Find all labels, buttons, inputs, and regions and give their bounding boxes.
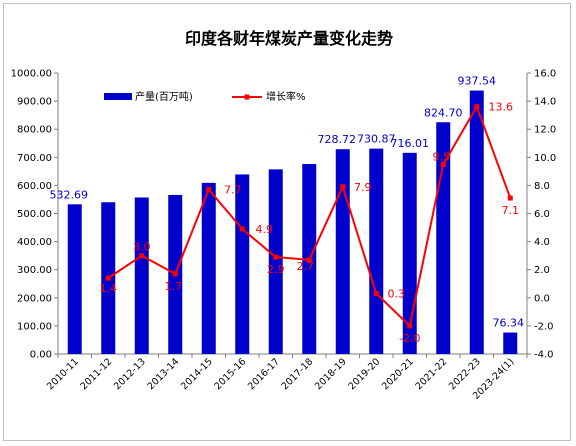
left-tick-label: 200.00 xyxy=(17,293,52,304)
bar xyxy=(469,90,484,354)
bar-value-label: 937.54 xyxy=(458,75,497,88)
x-tick-label: 2012-13 xyxy=(112,356,148,392)
legend-line-marker xyxy=(244,94,250,100)
right-tick-label: -2.0 xyxy=(534,321,554,332)
x-tick-label: 2017-18 xyxy=(280,356,316,392)
x-tick-label: 2015-16 xyxy=(213,356,249,392)
right-tick-label: 12.0 xyxy=(534,125,556,136)
left-tick-label: 600.00 xyxy=(17,181,52,192)
bar xyxy=(402,152,417,354)
growth-point xyxy=(172,271,178,277)
right-tick-label: 10.0 xyxy=(534,153,556,164)
chart-frame: 印度各财年煤炭产量变化走势 0.00 100.00 200.00 300.00 400.… xyxy=(3,3,571,441)
growth-value-label: 3.0 xyxy=(133,241,151,254)
left-tick-label: 500.00 xyxy=(17,209,52,220)
growth-point xyxy=(139,253,145,259)
bar xyxy=(134,197,149,354)
growth-point xyxy=(340,184,346,190)
bar-value-label: 716.01 xyxy=(391,137,430,150)
bar-value-label: 728.72 xyxy=(318,133,357,146)
growth-value-label: 1.7 xyxy=(165,280,183,293)
bar xyxy=(235,174,250,354)
left-tick-label: 300.00 xyxy=(17,265,52,276)
chart-title: 印度各财年煤炭产量变化走势 xyxy=(185,29,393,48)
growth-value-label: 7.9 xyxy=(354,181,372,194)
growth-point xyxy=(105,275,111,281)
legend-bar-swatch xyxy=(104,93,132,100)
growth-value-label: 2.7 xyxy=(297,260,315,273)
growth-value-label: 13.6 xyxy=(489,101,514,114)
left-tick-label: 800.00 xyxy=(17,125,52,136)
legend-line-label: 增长率% xyxy=(266,90,306,103)
growth-value-label: 2.9 xyxy=(267,263,285,276)
x-tick-label: 2019-20 xyxy=(347,356,383,392)
growth-point xyxy=(239,226,245,232)
bar-series xyxy=(67,90,518,354)
growth-value-label: 7.7 xyxy=(224,184,242,197)
right-tick-label: 0.0 xyxy=(534,293,550,304)
bar xyxy=(369,148,384,354)
chart: 印度各财年煤炭产量变化走势 0.00 100.00 200.00 300.00 400.… xyxy=(11,29,557,402)
bar xyxy=(335,149,350,354)
x-tick-label: 2016-17 xyxy=(246,356,282,392)
legend-bar-label: 产量(百万吨) xyxy=(135,90,193,103)
growth-point xyxy=(273,254,279,260)
left-tick-label: 0.00 xyxy=(30,350,52,361)
bar-value-label: 824.70 xyxy=(424,106,463,119)
growth-point xyxy=(206,187,212,193)
growth-value-label: 7.1 xyxy=(502,204,520,217)
x-tick-label: 2013-14 xyxy=(146,356,182,392)
bar xyxy=(268,169,283,354)
legend: 产量(百万吨) 增长率% xyxy=(104,90,306,103)
growth-point xyxy=(306,257,312,263)
x-tick-label: 2018-19 xyxy=(313,356,349,392)
right-tick-label: 2.0 xyxy=(534,265,550,276)
left-tick-label: 1000.00 xyxy=(11,69,52,80)
growth-point xyxy=(440,161,446,167)
left-tick-label: 900.00 xyxy=(17,97,52,108)
bar-value-label: 730.87 xyxy=(357,133,396,146)
growth-value-label: 0.3 xyxy=(388,288,406,301)
left-tick-label: 400.00 xyxy=(17,237,52,248)
growth-point xyxy=(407,323,413,329)
growth-value-label: 9.5 xyxy=(433,150,451,163)
right-tick-label: 14.0 xyxy=(534,97,556,108)
x-tick-label: 2020-21 xyxy=(380,356,416,392)
x-tick-label: 2014-15 xyxy=(179,356,215,392)
x-tick-label: 2011-12 xyxy=(79,356,115,392)
right-tick-label: 4.0 xyxy=(534,237,550,248)
growth-value-label: -2.0 xyxy=(399,332,420,345)
left-tick-label: 700.00 xyxy=(17,153,52,164)
x-tick-label: 2021-22 xyxy=(414,356,450,392)
growth-point xyxy=(373,291,379,297)
bar xyxy=(67,204,82,354)
growth-point xyxy=(507,195,513,201)
bar-value-label: 76.34 xyxy=(493,317,525,330)
right-tick-label: 16.0 xyxy=(534,69,556,80)
line-series xyxy=(105,104,513,329)
bar-value-label: 532.69 xyxy=(50,188,89,201)
growth-value-label: 4.9 xyxy=(256,223,274,236)
right-tick-label: -4.0 xyxy=(534,350,554,361)
bar xyxy=(201,182,216,354)
right-tick-label: 8.0 xyxy=(534,181,550,192)
x-tick-label: 2010-11 xyxy=(45,356,81,392)
growth-value-label: 1.4 xyxy=(100,282,118,295)
left-tick-label: 100.00 xyxy=(17,321,52,332)
growth-point xyxy=(474,104,480,110)
bar xyxy=(503,332,518,354)
right-tick-label: 6.0 xyxy=(534,209,550,220)
